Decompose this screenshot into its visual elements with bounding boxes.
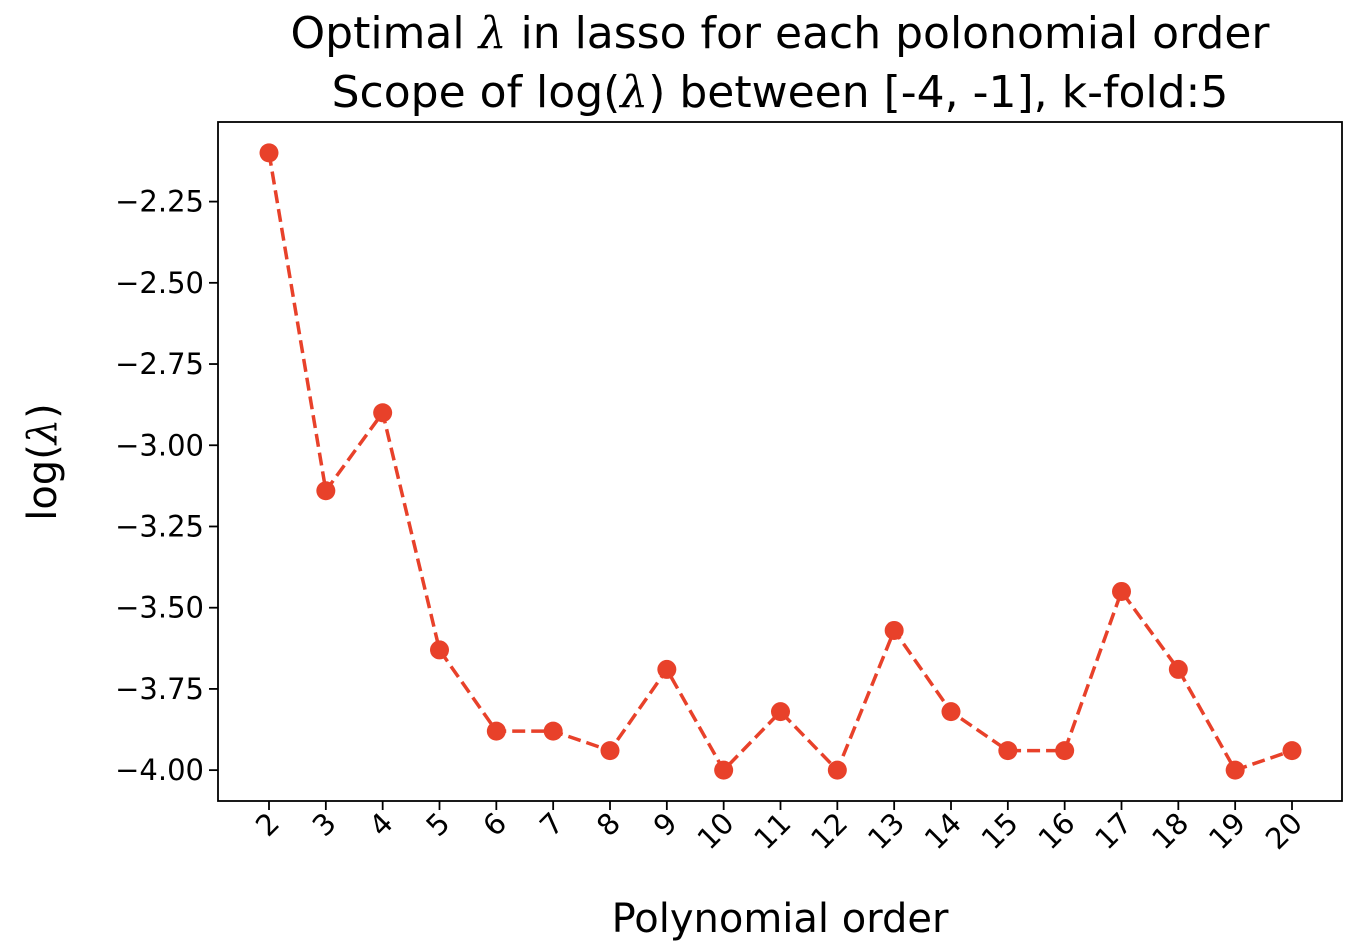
x-tick-label: 13 bbox=[861, 806, 911, 856]
y-tick-label: −3.75 bbox=[115, 672, 204, 706]
y-axis-label: log(λ) bbox=[20, 403, 66, 521]
x-tick-label: 15 bbox=[975, 806, 1025, 856]
x-tick-label: 4 bbox=[363, 806, 400, 843]
y-tick-label: −3.25 bbox=[115, 509, 204, 543]
data-point bbox=[827, 760, 847, 780]
data-point bbox=[1225, 760, 1245, 780]
x-tick-label: 7 bbox=[533, 806, 570, 843]
data-point bbox=[316, 481, 336, 501]
data-point bbox=[259, 143, 279, 163]
data-point bbox=[543, 721, 563, 741]
x-tick-label: 8 bbox=[590, 806, 627, 843]
x-tick-label: 9 bbox=[647, 806, 684, 843]
data-point bbox=[600, 741, 620, 761]
x-axis-label: Polynomial order bbox=[612, 896, 949, 942]
y-tick-label: −2.25 bbox=[115, 185, 204, 219]
x-tick-label: 19 bbox=[1202, 806, 1252, 856]
y-tick-label: −2.50 bbox=[115, 266, 204, 300]
y-tick-label: −3.00 bbox=[115, 428, 204, 462]
plot-frame bbox=[217, 121, 1343, 802]
data-point bbox=[657, 659, 677, 679]
data-point bbox=[430, 640, 449, 660]
x-tick-label: 11 bbox=[747, 806, 797, 856]
series-path bbox=[267, 152, 1293, 774]
x-tick-label: 16 bbox=[1031, 806, 1081, 856]
y-tick-label: −4.00 bbox=[115, 753, 204, 787]
y-tick-label: −2.75 bbox=[115, 347, 204, 381]
data-point bbox=[998, 741, 1018, 761]
data-point bbox=[714, 760, 734, 780]
data-point bbox=[1282, 741, 1302, 761]
x-tick-label: 12 bbox=[804, 806, 854, 856]
data-point bbox=[884, 620, 904, 640]
x-axis: 2 3 4 5 6 7 8 9 10 11 12 13 14 15 16 17 18 19 20 bbox=[249, 801, 1309, 856]
x-tick-label: 18 bbox=[1145, 806, 1195, 856]
chart-title-line-1: Optimal λ in lasso for each polonomial o… bbox=[291, 8, 1271, 59]
y-axis: −4.00 −3.75 −3.50 −3.25 −3.00 −2.75 −2.50 −2.25 bbox=[115, 185, 218, 787]
data-point bbox=[941, 702, 961, 722]
y-tick-label: −3.50 bbox=[115, 591, 204, 625]
series-line bbox=[259, 143, 1302, 780]
x-tick-label: 10 bbox=[690, 806, 740, 856]
data-point bbox=[771, 702, 790, 722]
x-tick-label: 20 bbox=[1259, 806, 1309, 856]
x-tick-label: 17 bbox=[1088, 806, 1138, 856]
x-tick-label: 2 bbox=[249, 806, 286, 843]
x-tick-label: 14 bbox=[918, 806, 968, 856]
data-point bbox=[1112, 581, 1131, 601]
data-point bbox=[373, 403, 393, 423]
x-tick-label: 6 bbox=[476, 806, 513, 843]
data-point bbox=[486, 721, 506, 741]
data-point bbox=[1055, 741, 1075, 761]
chart-title-line-2: Scope of log(λ) between [-4, -1], k-fold… bbox=[332, 67, 1229, 118]
x-tick-label: 3 bbox=[306, 806, 343, 843]
x-tick-label: 5 bbox=[419, 806, 456, 843]
data-point bbox=[1168, 659, 1188, 679]
